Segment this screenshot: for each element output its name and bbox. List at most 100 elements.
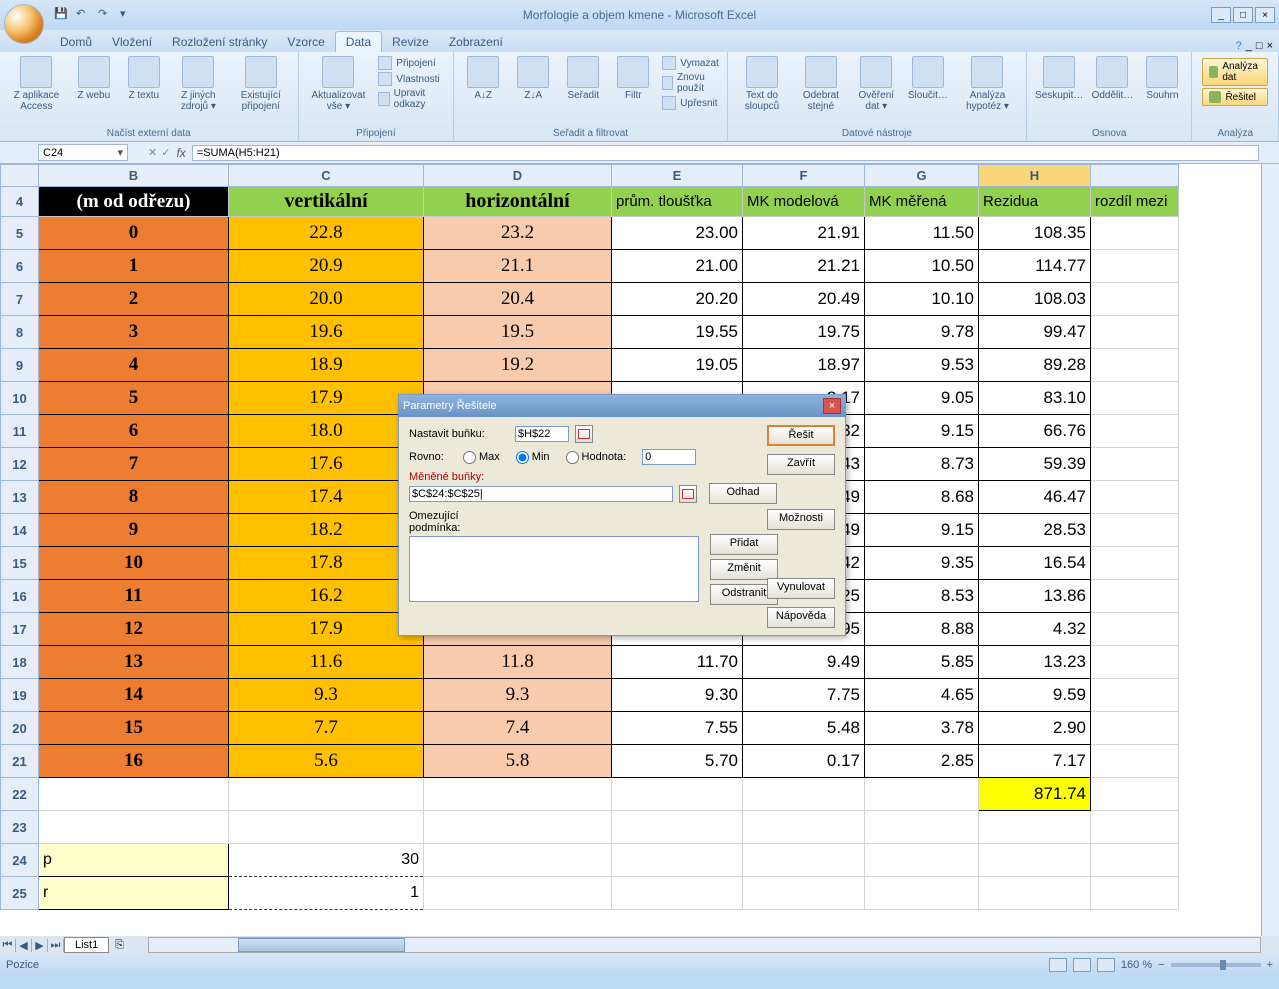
options-button[interactable]: Možnosti xyxy=(767,509,835,530)
cell[interactable]: 9.3 xyxy=(229,679,424,712)
name-box-dropdown-icon[interactable]: ▾ xyxy=(117,146,123,159)
row-header[interactable]: 13 xyxy=(1,481,39,514)
horizontal-scroll-thumb[interactable] xyxy=(238,938,405,952)
cell[interactable]: MK modelová xyxy=(743,187,865,217)
tab-vzorce[interactable]: Vzorce xyxy=(277,32,334,52)
cell[interactable]: 12 xyxy=(39,613,229,646)
cell[interactable]: 108.35 xyxy=(979,217,1091,250)
cell[interactable]: 9.35 xyxy=(865,547,979,580)
cell[interactable]: 17.9 xyxy=(229,613,424,646)
reset-button[interactable]: Vynulovat xyxy=(767,578,835,599)
row-header[interactable]: 8 xyxy=(1,316,39,349)
sheet-nav-first[interactable]: ⏮ xyxy=(0,939,16,952)
cell[interactable]: 108.03 xyxy=(979,283,1091,316)
cell[interactable] xyxy=(1091,679,1179,712)
ribbon-analysis-btn[interactable]: Řešitel xyxy=(1202,88,1268,106)
minimize-ribbon-icon[interactable]: _ xyxy=(1246,40,1252,52)
cell[interactable]: 1 xyxy=(39,250,229,283)
ribbon-item[interactable]: Upravit odkazy xyxy=(378,88,445,110)
col-header-D[interactable]: D xyxy=(424,165,612,187)
cell[interactable]: 4.65 xyxy=(865,679,979,712)
cell[interactable]: 8.88 xyxy=(865,613,979,646)
set-cell-input[interactable] xyxy=(515,426,569,442)
zoom-slider[interactable] xyxy=(1171,963,1261,967)
save-icon[interactable]: 💾 xyxy=(54,7,70,23)
cell[interactable]: 5.8 xyxy=(424,745,612,778)
cell[interactable]: 11.70 xyxy=(612,646,743,679)
cell[interactable]: 19.5 xyxy=(424,316,612,349)
cell[interactable]: 18.97 xyxy=(743,349,865,382)
restore-inner-icon[interactable]: □ xyxy=(1256,40,1263,52)
cell[interactable] xyxy=(1091,745,1179,778)
changing-cells-refedit-icon[interactable] xyxy=(679,485,697,503)
cell[interactable]: 19.2 xyxy=(424,349,612,382)
row-header[interactable]: 24 xyxy=(1,844,39,877)
ribbon-btn[interactable]: Seskupit… xyxy=(1035,56,1083,101)
cell[interactable]: 28.53 xyxy=(979,514,1091,547)
cell[interactable]: 99.47 xyxy=(979,316,1091,349)
cell[interactable]: 11.8 xyxy=(424,646,612,679)
cell[interactable] xyxy=(1091,283,1179,316)
zoom-level[interactable]: 160 % xyxy=(1121,959,1152,971)
ribbon-btn[interactable]: Odebrat stejné xyxy=(796,56,845,112)
cell[interactable] xyxy=(1091,580,1179,613)
row-header[interactable]: 22 xyxy=(1,778,39,811)
cell[interactable]: 16 xyxy=(39,745,229,778)
ribbon-btn[interactable]: Seřadit xyxy=(562,56,604,101)
sheet-tab[interactable]: List1 xyxy=(64,937,109,953)
cell[interactable]: 3.78 xyxy=(865,712,979,745)
row-header[interactable]: 7 xyxy=(1,283,39,316)
cell[interactable]: 9.49 xyxy=(743,646,865,679)
normal-view-button[interactable] xyxy=(1049,958,1067,972)
param-value[interactable]: 30 xyxy=(229,844,424,877)
cell[interactable]: 18.9 xyxy=(229,349,424,382)
ribbon-btn[interactable]: Souhrn xyxy=(1141,56,1183,101)
ribbon-btn[interactable]: Aktualizovat vše ▾ xyxy=(307,56,371,112)
ribbon-item[interactable]: Vymazat xyxy=(662,56,719,70)
ribbon-btn[interactable]: Text do sloupců xyxy=(736,56,788,112)
cell[interactable]: 17.4 xyxy=(229,481,424,514)
row-header[interactable]: 23 xyxy=(1,811,39,844)
cell[interactable]: 9.15 xyxy=(865,514,979,547)
cell[interactable]: 66.76 xyxy=(979,415,1091,448)
cell[interactable]: 13 xyxy=(39,646,229,679)
row-header[interactable]: 11 xyxy=(1,415,39,448)
row-header[interactable]: 20 xyxy=(1,712,39,745)
cell[interactable]: vertikální xyxy=(229,187,424,217)
cell[interactable]: horizontální xyxy=(424,187,612,217)
radio-max[interactable]: Max xyxy=(463,451,500,464)
cell[interactable]: 2.90 xyxy=(979,712,1091,745)
row-header[interactable]: 21 xyxy=(1,745,39,778)
cell[interactable]: 10.10 xyxy=(865,283,979,316)
radio-min[interactable]: Min xyxy=(516,451,550,464)
name-box[interactable]: C24 ▾ xyxy=(38,144,128,161)
row-header[interactable]: 4 xyxy=(1,187,39,217)
redo-icon[interactable]: ↷ xyxy=(98,7,114,23)
cell[interactable] xyxy=(1091,646,1179,679)
cell[interactable]: 5 xyxy=(39,382,229,415)
ribbon-btn[interactable]: Z jiných zdrojů ▾ xyxy=(173,56,224,112)
tab-zobrazení[interactable]: Zobrazení xyxy=(439,32,513,52)
minimize-button[interactable]: _ xyxy=(1211,7,1231,23)
cell[interactable]: 14 xyxy=(39,679,229,712)
cell[interactable]: 9.05 xyxy=(865,382,979,415)
col-header-F[interactable]: F xyxy=(743,165,865,187)
dialog-titlebar[interactable]: Parametry Řešitele × xyxy=(399,395,845,417)
col-header-C[interactable]: C xyxy=(229,165,424,187)
tab-domů[interactable]: Domů xyxy=(50,32,102,52)
ribbon-btn[interactable]: Ověření dat ▾ xyxy=(854,56,899,112)
cell[interactable]: 23.00 xyxy=(612,217,743,250)
cell[interactable] xyxy=(1091,712,1179,745)
param-label[interactable]: p xyxy=(39,844,229,877)
value-of-input[interactable] xyxy=(642,449,696,465)
cell[interactable]: 83.10 xyxy=(979,382,1091,415)
cell[interactable]: 17.6 xyxy=(229,448,424,481)
ribbon-btn[interactable]: Oddělit… xyxy=(1091,56,1133,101)
ribbon-btn[interactable]: Filtr xyxy=(612,56,654,101)
cell[interactable]: 16.2 xyxy=(229,580,424,613)
ribbon-item[interactable]: Připojení xyxy=(378,56,445,70)
cell[interactable]: 10 xyxy=(39,547,229,580)
ribbon-btn[interactable]: Z textu xyxy=(123,56,165,101)
page-layout-view-button[interactable] xyxy=(1073,958,1091,972)
cell[interactable] xyxy=(1091,514,1179,547)
